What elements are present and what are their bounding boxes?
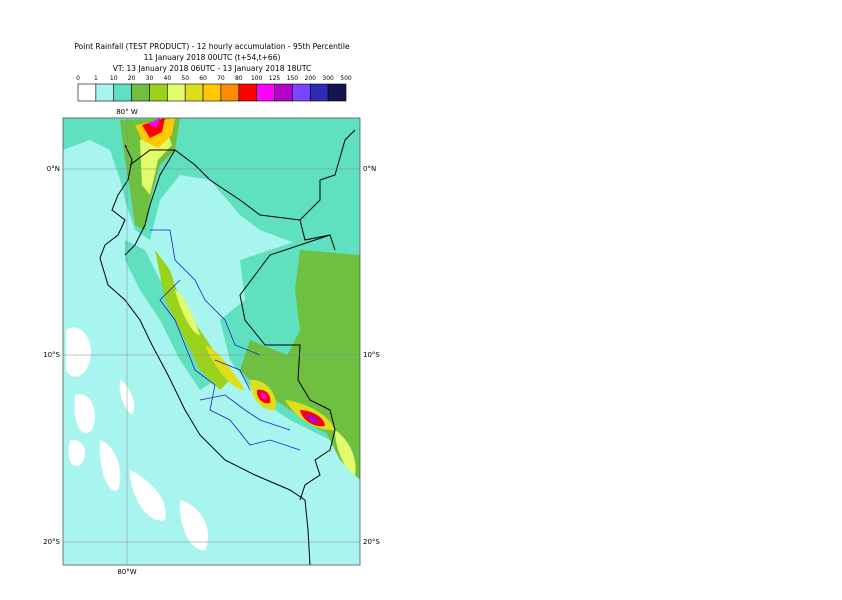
colorbar-swatch	[274, 83, 293, 102]
colorbar-label: 500	[340, 75, 352, 82]
colorbar-swatch	[256, 83, 275, 102]
colorbar-swatch	[167, 83, 186, 102]
colorbar-swatch	[149, 83, 168, 102]
title-line: 11 January 2018 00UTC (t+54,t+66)	[144, 53, 281, 62]
colorbar-swatch	[309, 83, 329, 102]
rainfall-field	[63, 118, 360, 565]
colorbar-swatch	[131, 83, 150, 102]
lon-label: 80° W	[116, 108, 138, 116]
colorbar-label: 150	[287, 75, 299, 82]
lat-label: 20°S	[363, 538, 380, 546]
colorbar-label: 125	[269, 75, 281, 82]
colorbar-swatch	[77, 83, 97, 102]
colorbar-swatch	[220, 83, 240, 102]
colorbar-label: 100	[251, 75, 263, 82]
boundaries	[99, 129, 356, 566]
colorbar-label: 20	[128, 75, 136, 82]
map-frame	[62, 117, 361, 566]
colorbar-swatch	[113, 83, 132, 102]
lat-label: 10°S	[43, 351, 60, 359]
lat-label: 10°S	[363, 351, 380, 359]
colorbar-swatch	[238, 83, 257, 102]
colorbar-label: 300	[322, 75, 334, 82]
colorbar-label: 60	[199, 75, 207, 82]
title-line: Point Rainfall (TEST PRODUCT) - 12 hourl…	[74, 42, 350, 51]
colorbar-swatch	[202, 83, 222, 102]
colorbar-swatch	[184, 83, 204, 102]
colorbar-label: 40	[164, 75, 172, 82]
graticule	[63, 118, 360, 565]
colorbar-swatch	[292, 83, 311, 102]
colorbar-swatch	[95, 83, 115, 102]
colorbar-label: 1	[94, 75, 98, 82]
colorbar-label: 30	[146, 75, 154, 82]
colorbar-label: 80	[235, 75, 243, 82]
title-line: VT: 13 January 2018 06UTC - 13 January 2…	[113, 64, 312, 73]
lat-label: 20°S	[43, 538, 60, 546]
colorbar-swatch	[327, 83, 347, 102]
lat-label: 0°N	[47, 165, 60, 173]
colorbar: 0 1 10 20 30 40 50 60 70 80 100 125 150 200 300 500	[76, 75, 352, 102]
colorbar-label: 200	[305, 75, 317, 82]
colorbar-label: 0	[76, 75, 80, 82]
lon-label: 80°W	[117, 568, 136, 576]
colorbar-label: 50	[181, 75, 189, 82]
lat-label: 0°N	[363, 165, 376, 173]
colorbar-label: 10	[110, 75, 118, 82]
colorbar-label: 70	[217, 75, 225, 82]
